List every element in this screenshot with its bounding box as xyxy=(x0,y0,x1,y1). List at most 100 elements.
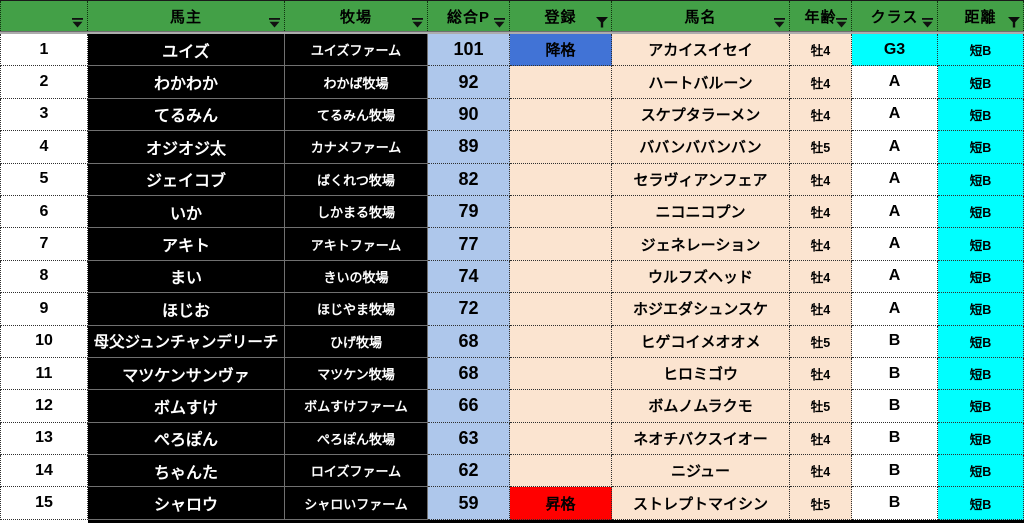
farm-cell[interactable]: てるみん牧場 xyxy=(285,98,428,132)
class-cell[interactable]: B xyxy=(852,455,938,488)
distance-cell[interactable]: 短B xyxy=(938,260,1024,294)
distance-cell[interactable]: 短B xyxy=(938,390,1024,423)
row-number[interactable]: 11 xyxy=(0,357,88,391)
farm-cell[interactable]: きいの牧場 xyxy=(285,260,428,294)
points-cell[interactable]: 82 xyxy=(428,163,510,196)
registration-cell[interactable] xyxy=(510,98,612,132)
filter-dropdown-icon[interactable] xyxy=(835,18,848,28)
owner-cell[interactable]: ほじお xyxy=(88,293,285,326)
class-cell[interactable]: A xyxy=(852,131,938,164)
farm-cell[interactable]: アキトファーム xyxy=(285,228,428,261)
class-cell[interactable]: B xyxy=(852,487,938,520)
points-cell[interactable]: 101 xyxy=(428,34,510,67)
row-number[interactable]: 2 xyxy=(0,66,88,99)
farm-cell[interactable]: マツケン牧場 xyxy=(285,357,428,391)
horse-name-cell[interactable]: ヒロミゴウ xyxy=(612,357,790,391)
column-header-age[interactable]: 年齢 xyxy=(790,1,852,31)
registration-cell[interactable] xyxy=(510,390,612,423)
farm-cell[interactable]: ぺろぽん牧場 xyxy=(285,422,428,456)
class-cell[interactable]: B xyxy=(852,422,938,456)
class-cell[interactable]: A xyxy=(852,293,938,326)
class-cell[interactable]: B xyxy=(852,325,938,358)
column-header-farm[interactable]: 牧場 xyxy=(285,1,428,31)
age-cell[interactable]: 牡5 xyxy=(790,325,852,358)
registration-cell[interactable] xyxy=(510,163,612,196)
owner-cell[interactable]: てるみん xyxy=(88,98,285,132)
distance-cell[interactable]: 短B xyxy=(938,422,1024,456)
owner-cell[interactable]: まい xyxy=(88,260,285,294)
farm-cell[interactable]: わかば牧場 xyxy=(285,66,428,99)
class-cell[interactable]: A xyxy=(852,195,938,229)
horse-name-cell[interactable]: ヒゲコイメオオメ xyxy=(612,325,790,358)
filter-dropdown-icon[interactable] xyxy=(268,18,281,28)
distance-cell[interactable]: 短B xyxy=(938,325,1024,358)
horse-name-cell[interactable]: ニジュー xyxy=(612,455,790,488)
owner-cell[interactable]: ぺろぽん xyxy=(88,422,285,456)
farm-cell[interactable]: ほじやま牧場 xyxy=(285,293,428,326)
registration-cell[interactable] xyxy=(510,131,612,164)
horse-name-cell[interactable]: ホジエダシュンスケ xyxy=(612,293,790,326)
age-cell[interactable]: 牡4 xyxy=(790,195,852,229)
distance-cell[interactable]: 短B xyxy=(938,163,1024,196)
owner-cell[interactable]: ユイズ xyxy=(88,34,285,67)
points-cell[interactable]: 77 xyxy=(428,228,510,261)
class-cell[interactable]: A xyxy=(852,66,938,99)
registration-cell[interactable] xyxy=(510,357,612,391)
horse-name-cell[interactable]: ニコニコプン xyxy=(612,195,790,229)
class-cell[interactable]: A xyxy=(852,228,938,261)
farm-cell[interactable]: シャロいファーム xyxy=(285,487,428,520)
age-cell[interactable]: 牡4 xyxy=(790,357,852,391)
horse-name-cell[interactable]: ハートバルーン xyxy=(612,66,790,99)
farm-cell[interactable]: ひげ牧場 xyxy=(285,325,428,358)
horse-name-cell[interactable]: アカイスイセイ xyxy=(612,34,790,67)
points-cell[interactable]: 59 xyxy=(428,487,510,520)
points-cell[interactable]: 63 xyxy=(428,422,510,456)
registration-cell[interactable] xyxy=(510,195,612,229)
filter-dropdown-icon[interactable] xyxy=(493,18,506,28)
column-header-row-number[interactable] xyxy=(0,1,88,31)
filter-dropdown-icon[interactable] xyxy=(411,18,424,28)
distance-cell[interactable]: 短B xyxy=(938,131,1024,164)
points-cell[interactable]: 74 xyxy=(428,260,510,294)
registration-cell[interactable]: 昇格 xyxy=(510,487,612,520)
row-number[interactable]: 4 xyxy=(0,131,88,164)
row-number[interactable]: 9 xyxy=(0,293,88,326)
registration-cell[interactable] xyxy=(510,228,612,261)
owner-cell[interactable]: アキト xyxy=(88,228,285,261)
row-number[interactable]: 3 xyxy=(0,98,88,132)
horse-name-cell[interactable]: ジェネレーション xyxy=(612,228,790,261)
distance-cell[interactable]: 短B xyxy=(938,487,1024,520)
distance-cell[interactable]: 短B xyxy=(938,66,1024,99)
owner-cell[interactable]: オジオジ太 xyxy=(88,131,285,164)
age-cell[interactable]: 牡5 xyxy=(790,131,852,164)
registration-cell[interactable] xyxy=(510,422,612,456)
owner-cell[interactable]: いか xyxy=(88,195,285,229)
age-cell[interactable]: 牡4 xyxy=(790,34,852,67)
age-cell[interactable]: 牡4 xyxy=(790,293,852,326)
age-cell[interactable]: 牡5 xyxy=(790,487,852,520)
points-cell[interactable]: 72 xyxy=(428,293,510,326)
row-number[interactable]: 12 xyxy=(0,390,88,423)
registration-cell[interactable] xyxy=(510,260,612,294)
column-header-class[interactable]: クラス xyxy=(852,1,938,31)
row-number[interactable]: 6 xyxy=(0,195,88,229)
row-number[interactable]: 5 xyxy=(0,163,88,196)
horse-name-cell[interactable]: ボムノムラクモ xyxy=(612,390,790,423)
horse-name-cell[interactable]: ストレプトマイシン xyxy=(612,487,790,520)
column-header-registration[interactable]: 登録 xyxy=(510,1,612,31)
age-cell[interactable]: 牡4 xyxy=(790,422,852,456)
owner-cell[interactable]: わかわか xyxy=(88,66,285,99)
column-header-distance[interactable]: 距離 xyxy=(938,1,1024,31)
filter-dropdown-icon[interactable] xyxy=(773,18,786,28)
farm-cell[interactable]: ばくれつ牧場 xyxy=(285,163,428,196)
points-cell[interactable]: 79 xyxy=(428,195,510,229)
registration-cell[interactable] xyxy=(510,293,612,326)
filter-dropdown-icon[interactable] xyxy=(921,18,934,28)
points-cell[interactable]: 66 xyxy=(428,390,510,423)
horse-name-cell[interactable]: セラヴィアンフェア xyxy=(612,163,790,196)
filter-funnel-icon[interactable] xyxy=(1008,17,1020,28)
farm-cell[interactable]: ロイズファーム xyxy=(285,455,428,488)
farm-cell[interactable]: しかまる牧場 xyxy=(285,195,428,229)
owner-cell[interactable]: ジェイコブ xyxy=(88,163,285,196)
horse-name-cell[interactable]: スケプタラーメン xyxy=(612,98,790,132)
